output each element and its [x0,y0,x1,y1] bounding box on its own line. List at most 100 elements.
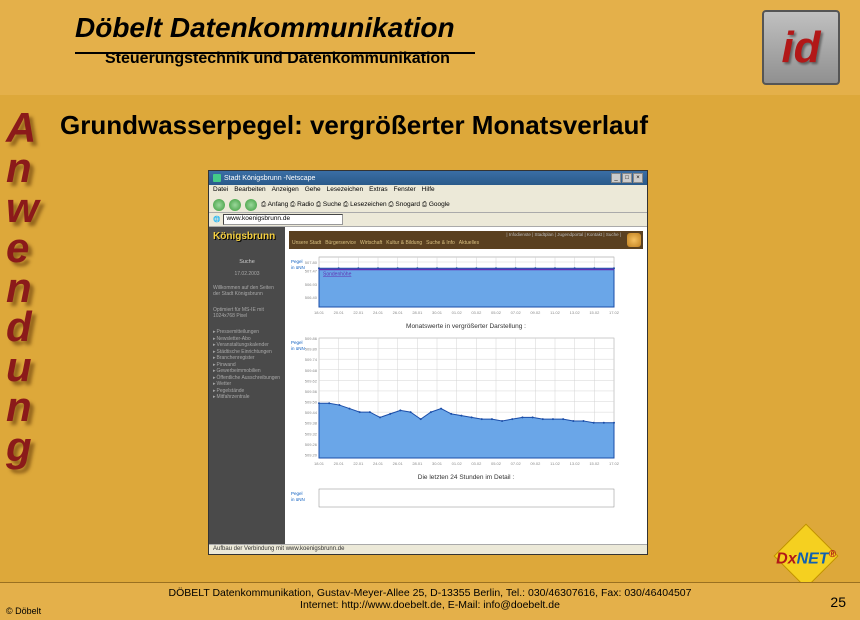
svg-text:28.01: 28.01 [412,461,423,466]
nav-aktuelles[interactable]: Aktuelles [459,240,479,246]
svg-text:11.02: 11.02 [550,310,560,315]
svg-text:507.80: 507.80 [305,260,318,265]
footer-line1: DÖBELT Datenkommunikation, Gustav-Meyer-… [0,587,860,599]
svg-text:506.40: 506.40 [305,295,318,300]
svg-text:Pegel: Pegel [291,340,303,345]
svg-text:15.02: 15.02 [589,461,600,466]
svg-text:509.32: 509.32 [305,431,318,436]
svg-text:05.02: 05.02 [491,310,502,315]
svg-text:17.02: 17.02 [609,310,620,315]
svg-text:509.44: 509.44 [305,410,318,415]
minimize-button[interactable]: _ [611,173,621,183]
browser-menubar: Datei Bearbeiten Anzeigen Gehe Lesezeichen Ex… [209,185,647,197]
site-date: 17.02.2003 [213,271,281,277]
menu-lesezeichen[interactable]: Lesezeichen [327,186,364,196]
reload-button[interactable] [245,199,257,211]
nav-unsere-stadt[interactable]: Unsere Stadt [292,240,321,246]
svg-text:509.62: 509.62 [305,378,318,383]
toolbar-lesezeichen[interactable]: ⎙ Lesezeichen [343,201,388,208]
svg-text:Sondenhöhe: Sondenhöhe [323,272,352,278]
svg-text:05.02: 05.02 [491,461,502,466]
svg-text:17.02: 17.02 [609,461,620,466]
svg-text:in üNN: in üNN [291,497,305,502]
svg-text:509.74: 509.74 [305,357,318,362]
site-optimised: Optimiert für MS-IE mit 1024x768 Pixel [213,307,281,319]
menu-gehe[interactable]: Gehe [305,186,321,196]
svg-text:509.86: 509.86 [305,336,318,341]
svg-text:26.01: 26.01 [393,310,404,315]
company-logo: id [762,10,840,85]
menu-anzeigen[interactable]: Anzeigen [272,186,299,196]
forward-button[interactable] [229,199,241,211]
nav-suche-&-info[interactable]: Suche & Info [426,240,455,246]
site-navbar: | Infodienste | Stadtplan | Jugendportal… [289,231,643,249]
site-logo: Königsbrunn [213,231,281,253]
netscape-icon [213,174,221,182]
footer-line2: Internet: http://www.doebelt.de, E-Mail:… [0,599,860,611]
toolbar-anfang[interactable]: ⎙ Anfang [261,201,290,208]
svg-text:18.01: 18.01 [314,461,325,466]
menu-hilfe[interactable]: Hilfe [422,186,435,196]
site-links: PressemitteilungenNewsletter-AboVeransta… [213,329,281,401]
nav-bürgerservice[interactable]: Bürgerservice [325,240,356,246]
slide-header: Döbelt Datenkommunikation Steuerungstech… [0,0,860,95]
toolbar-snogard[interactable]: ⎙ Snogard [388,201,421,208]
back-button[interactable] [213,199,225,211]
footer-copyright: © Döbelt [6,606,41,616]
browser-toolbar: ⎙ Anfang ⎙ Radio ⎙ Suche ⎙ Lesezeichen ⎙… [209,197,647,213]
chart-monthly: Pegelin üNN509.20509.26509.32509.38509.4… [289,334,643,470]
browser-titlebar: Stadt Königsbrunn -Netscape _ □ × [209,171,647,185]
svg-text:26.01: 26.01 [393,461,404,466]
menu-fenster[interactable]: Fenster [394,186,416,196]
url-label: 🌐 [213,216,220,223]
page-number: 25 [830,594,846,610]
url-input[interactable]: www.koenigsbrunn.de [223,214,343,225]
svg-text:09.02: 09.02 [530,461,541,466]
svg-text:22.01: 22.01 [353,461,364,466]
window-title: Stadt Königsbrunn -Netscape [224,175,315,182]
svg-text:509.80: 509.80 [305,347,318,352]
site-welcome: Willkommen auf den Seiten der Stadt Köni… [213,285,281,297]
svg-text:20.01: 20.01 [334,461,345,466]
dxnet-text: DxNET® [776,549,836,568]
svg-text:07.02: 07.02 [511,461,522,466]
svg-text:509.56: 509.56 [305,389,318,394]
svg-text:18.01: 18.01 [314,310,325,315]
svg-text:15.02: 15.02 [589,310,600,315]
svg-text:509.50: 509.50 [305,400,318,405]
svg-text:30.01: 30.01 [432,461,443,466]
browser-urlbar: 🌐 www.koenigsbrunn.de [209,213,647,227]
svg-text:13.02: 13.02 [570,461,581,466]
toolbar-google[interactable]: ⎙ Google [422,201,450,208]
svg-text:507.47: 507.47 [305,268,318,273]
svg-text:506.93: 506.93 [305,282,318,287]
svg-text:509.38: 509.38 [305,421,318,426]
svg-text:09.02: 09.02 [530,310,541,315]
svg-text:24.01: 24.01 [373,461,384,466]
site-main: | Infodienste | Stadtplan | Jugendportal… [285,227,647,544]
chart-overview: Pegelin üNN506.40506.93507.47507.8018.01… [289,253,643,319]
menu-bearbeiten[interactable]: Bearbeiten [234,186,265,196]
nav-wirtschaft[interactable]: Wirtschaft [360,240,382,246]
svg-text:03.02: 03.02 [471,461,482,466]
site-search-label[interactable]: Suche [213,259,281,265]
menu-datei[interactable]: Datei [213,186,228,196]
mascot-icon [627,233,641,247]
toolbar-radio[interactable]: ⎙ Radio [290,201,316,208]
toolbar-suche[interactable]: ⎙ Suche [316,201,343,208]
close-button[interactable]: × [633,173,643,183]
page-title: Grundwasserpegel: vergrößerter Monatsver… [60,110,648,141]
maximize-button[interactable]: □ [622,173,632,183]
menu-extras[interactable]: Extras [369,186,387,196]
link-item[interactable]: Mitfahrzentrale [213,394,281,401]
chart-24h-title: Die letzten 24 Stunden im Detail : [289,474,643,481]
svg-text:11.02: 11.02 [550,461,560,466]
svg-text:in üNN: in üNN [291,265,305,270]
svg-text:01.02: 01.02 [452,310,463,315]
nav-kultur-&-bildung[interactable]: Kultur & Bildung [386,240,422,246]
svg-text:24.01: 24.01 [373,310,384,315]
svg-text:01.02: 01.02 [452,461,463,466]
site-nav-top[interactable]: | Infodienste | Stadtplan | Jugendportal… [506,232,621,237]
browser-window: Stadt Königsbrunn -Netscape _ □ × Datei B… [208,170,648,555]
svg-text:in üNN: in üNN [291,346,305,351]
